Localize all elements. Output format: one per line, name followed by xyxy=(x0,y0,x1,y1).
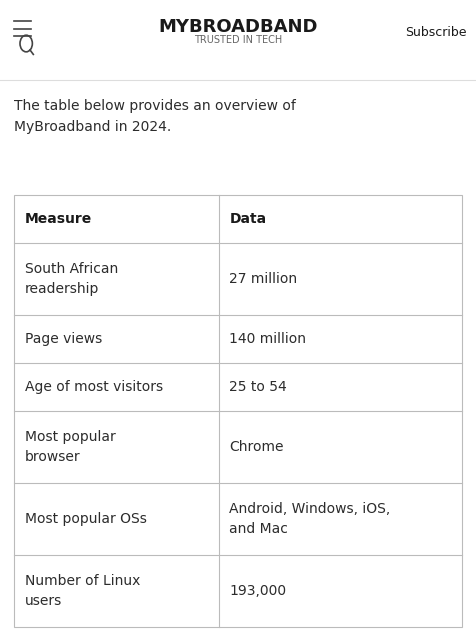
Text: Android, Windows, iOS,
and Mac: Android, Windows, iOS, and Mac xyxy=(229,502,391,536)
Text: 25 to 54: 25 to 54 xyxy=(229,380,287,394)
Text: Data: Data xyxy=(229,212,267,226)
Text: Subscribe: Subscribe xyxy=(405,26,466,38)
Text: Age of most visitors: Age of most visitors xyxy=(25,380,163,394)
Text: TRUSTED IN TECH: TRUSTED IN TECH xyxy=(194,35,282,45)
Text: Page views: Page views xyxy=(25,332,102,346)
Text: Most popular
browser: Most popular browser xyxy=(25,431,116,464)
Text: 193,000: 193,000 xyxy=(229,584,287,598)
Text: Most popular OSs: Most popular OSs xyxy=(25,512,147,526)
Text: 27 million: 27 million xyxy=(229,272,298,286)
Text: Measure: Measure xyxy=(25,212,92,226)
Text: South African
readership: South African readership xyxy=(25,262,118,296)
Text: The table below provides an overview of
MyBroadband in 2024.: The table below provides an overview of … xyxy=(14,99,296,134)
Text: MYBROADBAND: MYBROADBAND xyxy=(158,18,318,36)
Text: Chrome: Chrome xyxy=(229,440,284,454)
Text: 140 million: 140 million xyxy=(229,332,307,346)
Text: Number of Linux
users: Number of Linux users xyxy=(25,575,140,608)
